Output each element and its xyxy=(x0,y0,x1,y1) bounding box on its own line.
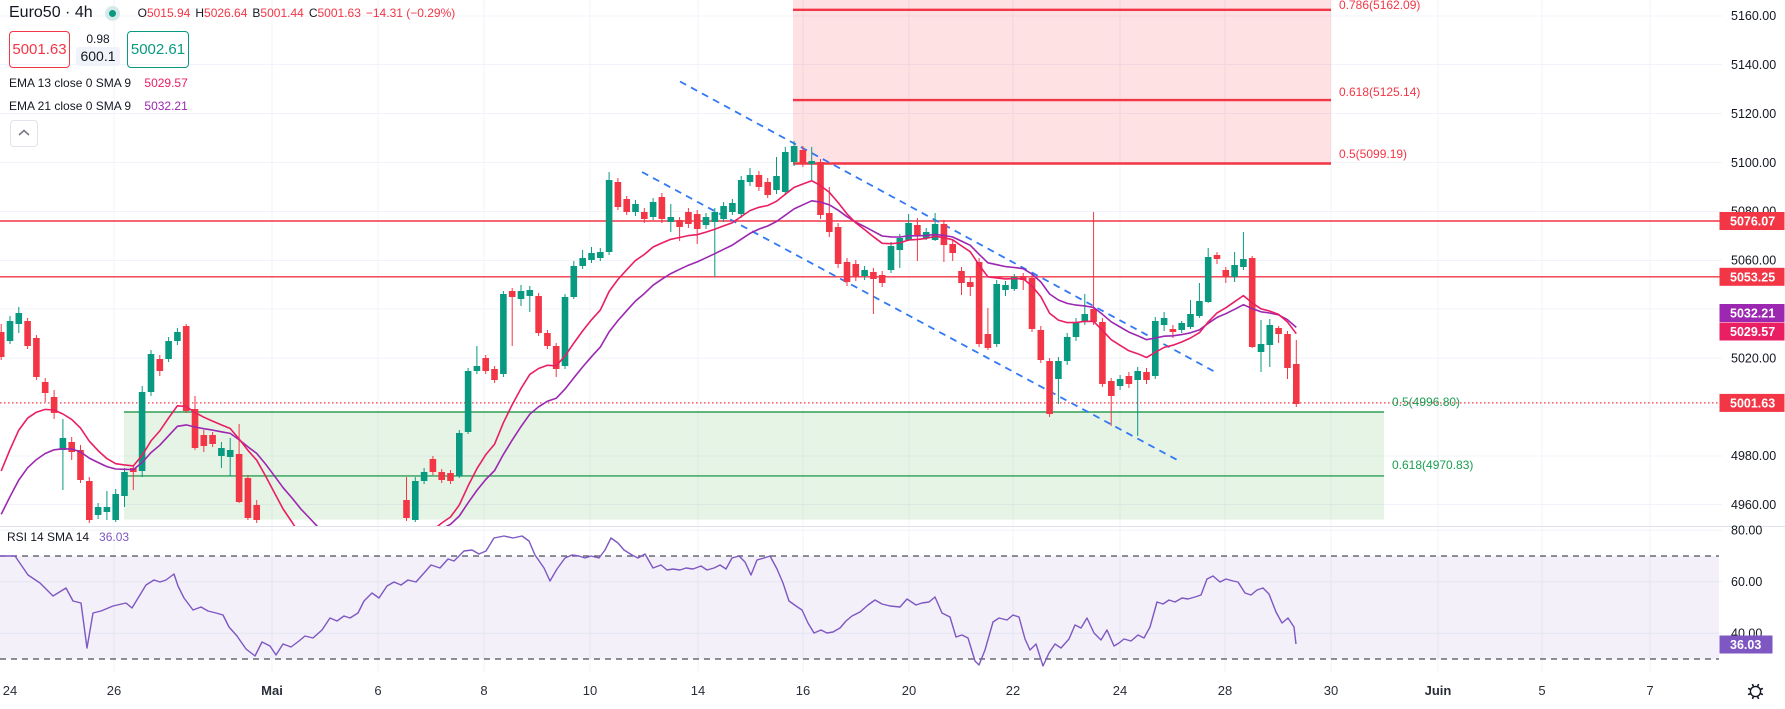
svg-text:8: 8 xyxy=(480,683,487,698)
svg-text:6: 6 xyxy=(374,683,381,698)
svg-text:0.5(5099.19): 0.5(5099.19) xyxy=(1339,147,1407,161)
svg-text:0.786(5162.09): 0.786(5162.09) xyxy=(1339,0,1420,12)
svg-text:0.5(4996.80): 0.5(4996.80) xyxy=(1392,395,1460,409)
svg-text:16: 16 xyxy=(796,683,810,698)
svg-text:5029.57: 5029.57 xyxy=(1730,325,1775,339)
svg-text:60.00: 60.00 xyxy=(1731,575,1762,589)
svg-text:5100.00: 5100.00 xyxy=(1731,156,1776,170)
svg-text:5020.00: 5020.00 xyxy=(1731,351,1776,365)
svg-text:Juin: Juin xyxy=(1425,683,1452,698)
svg-text:10: 10 xyxy=(583,683,597,698)
svg-text:5053.25: 5053.25 xyxy=(1730,270,1775,284)
svg-text:80.00: 80.00 xyxy=(1731,524,1762,538)
svg-text:5120.00: 5120.00 xyxy=(1731,107,1776,121)
svg-text:28: 28 xyxy=(1218,683,1232,698)
svg-text:5001.63: 5001.63 xyxy=(1730,397,1775,411)
svg-text:24: 24 xyxy=(3,683,17,698)
svg-text:5060.00: 5060.00 xyxy=(1731,254,1776,268)
svg-text:20: 20 xyxy=(902,683,916,698)
svg-text:0.618(4970.83): 0.618(4970.83) xyxy=(1392,458,1473,472)
svg-text:30: 30 xyxy=(1324,683,1338,698)
svg-text:36.03: 36.03 xyxy=(1730,638,1761,652)
svg-text:0.618(5125.14): 0.618(5125.14) xyxy=(1339,85,1420,99)
svg-text:7: 7 xyxy=(1646,683,1653,698)
svg-text:5140.00: 5140.00 xyxy=(1731,58,1776,72)
svg-text:5160.00: 5160.00 xyxy=(1731,9,1776,23)
svg-text:5076.07: 5076.07 xyxy=(1730,215,1775,229)
svg-text:22: 22 xyxy=(1006,683,1020,698)
svg-text:4980.00: 4980.00 xyxy=(1731,449,1776,463)
svg-text:24: 24 xyxy=(1113,683,1127,698)
svg-text:Mai: Mai xyxy=(261,683,283,698)
svg-text:5: 5 xyxy=(1538,683,1545,698)
svg-text:5032.21: 5032.21 xyxy=(1730,307,1775,321)
svg-text:14: 14 xyxy=(691,683,705,698)
svg-text:26: 26 xyxy=(107,683,121,698)
svg-text:4960.00: 4960.00 xyxy=(1731,498,1776,512)
